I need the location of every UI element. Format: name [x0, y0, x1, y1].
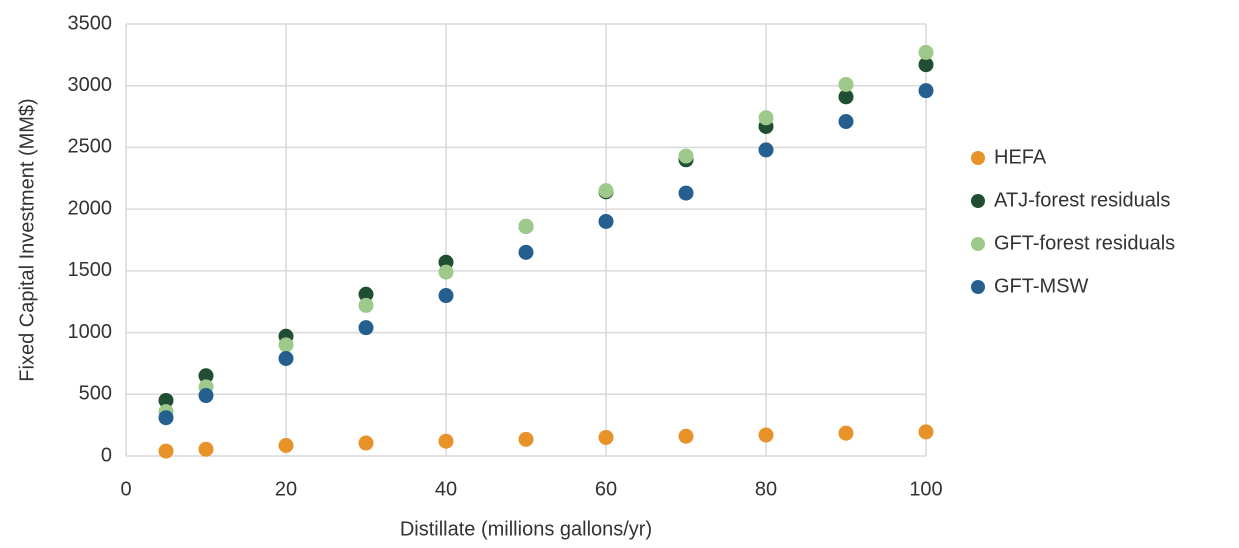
point: [518, 218, 534, 234]
point: [358, 320, 374, 336]
point: [838, 425, 854, 441]
y-tick-label: 0: [101, 444, 112, 466]
point: [438, 433, 454, 449]
point: [758, 110, 774, 126]
point: [918, 83, 934, 99]
legend-label: GFT-forest residuals: [994, 232, 1175, 254]
point: [918, 424, 934, 440]
point: [678, 148, 694, 164]
point: [758, 427, 774, 443]
point: [278, 337, 294, 353]
point: [158, 410, 174, 426]
point: [918, 57, 934, 73]
y-tick-label: 3500: [68, 12, 113, 34]
legend-label: ATJ-forest residuals: [994, 189, 1170, 211]
point: [838, 76, 854, 92]
point: [918, 44, 934, 60]
point: [598, 213, 614, 229]
point: [518, 244, 534, 260]
y-tick-label: 500: [79, 383, 112, 405]
point: [198, 441, 214, 457]
legend-marker: [971, 151, 985, 165]
x-tick-label: 100: [909, 478, 942, 500]
point: [358, 286, 374, 302]
point: [838, 114, 854, 130]
point: [758, 142, 774, 158]
x-tick-label: 60: [595, 478, 617, 500]
x-tick-label: 0: [120, 478, 131, 500]
legend-label: GFT-MSW: [994, 275, 1089, 297]
y-axis-label: Fixed Capital Investment (MM$): [16, 98, 38, 381]
point: [438, 288, 454, 304]
point: [438, 264, 454, 280]
point: [678, 428, 694, 444]
x-tick-label: 80: [755, 478, 777, 500]
y-tick-label: 2000: [68, 197, 113, 219]
point: [198, 368, 214, 384]
x-axis-label: Distillate (millions gallons/yr): [400, 518, 652, 540]
point: [278, 438, 294, 454]
point: [598, 183, 614, 199]
y-tick-label: 2500: [68, 136, 113, 158]
y-tick-label: 1000: [68, 321, 113, 343]
point: [358, 297, 374, 313]
point: [838, 89, 854, 105]
x-tick-label: 40: [435, 478, 457, 500]
point: [278, 350, 294, 366]
x-tick-label: 20: [275, 478, 297, 500]
y-tick-label: 1500: [68, 259, 113, 281]
point: [158, 443, 174, 459]
point: [678, 185, 694, 201]
point: [158, 392, 174, 408]
point: [518, 431, 534, 447]
point: [598, 429, 614, 445]
legend-label: HEFA: [994, 146, 1047, 168]
legend-marker: [971, 237, 985, 251]
point: [198, 388, 214, 404]
y-tick-label: 3000: [68, 74, 113, 96]
legend-marker: [971, 194, 985, 208]
legend-marker: [971, 280, 985, 294]
point: [358, 435, 374, 451]
